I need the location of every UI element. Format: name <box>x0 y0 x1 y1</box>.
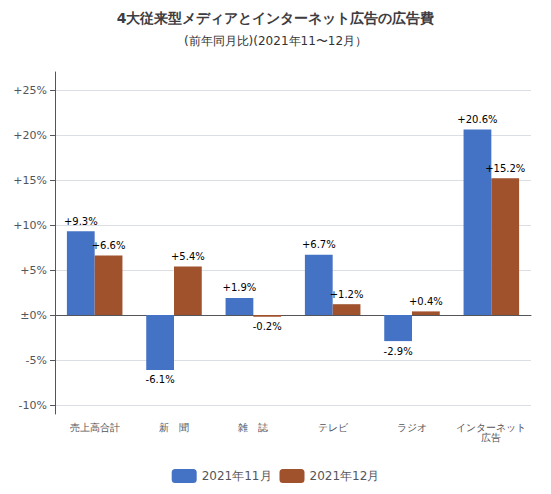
svg-text:+9.3%: +9.3% <box>64 216 98 227</box>
svg-text:+6.7%: +6.7% <box>302 239 336 250</box>
svg-text:-2.9%: -2.9% <box>384 346 413 357</box>
svg-text:+5%: +5% <box>20 264 47 277</box>
svg-text:4大従来型メディアとインターネット広告の広告費: 4大従来型メディアとインターネット広告の広告費 <box>117 10 435 26</box>
svg-text:-0.2%: -0.2% <box>253 321 282 332</box>
svg-text:インターネット: インターネット <box>456 421 527 433</box>
svg-text:(前年同月比)(2021年11〜12月）: (前年同月比)(2021年11〜12月） <box>184 34 367 48</box>
svg-text:2021年12月: 2021年12月 <box>310 469 380 483</box>
svg-text:テレビ: テレビ <box>318 422 349 433</box>
svg-text:+0.4%: +0.4% <box>409 296 443 307</box>
svg-text:+5.4%: +5.4% <box>171 251 205 262</box>
svg-text:2021年11月: 2021年11月 <box>202 469 272 483</box>
svg-text:+15.2%: +15.2% <box>485 163 525 174</box>
svg-text:ラジオ: ラジオ <box>397 422 427 433</box>
svg-text:+1.9%: +1.9% <box>223 282 257 293</box>
svg-text:売上高合計: 売上高合計 <box>70 422 120 433</box>
svg-text:+10%: +10% <box>13 219 47 232</box>
svg-text:新 聞: 新 聞 <box>159 422 189 433</box>
svg-text:-10%: -10% <box>19 399 47 412</box>
svg-text:雑 誌: 雑 誌 <box>238 422 268 433</box>
svg-text:広告: 広告 <box>481 432 501 443</box>
svg-text:+20.6%: +20.6% <box>457 114 497 125</box>
svg-text:+6.6%: +6.6% <box>92 240 126 251</box>
svg-text:+1.2%: +1.2% <box>330 289 364 300</box>
svg-text:+25%: +25% <box>13 84 47 97</box>
svg-text:-5%: -5% <box>26 354 47 367</box>
svg-text:-6.1%: -6.1% <box>146 374 175 385</box>
svg-text:+15%: +15% <box>13 174 47 187</box>
svg-text:+20%: +20% <box>13 129 47 142</box>
svg-text:±0%: ±0% <box>20 309 47 322</box>
